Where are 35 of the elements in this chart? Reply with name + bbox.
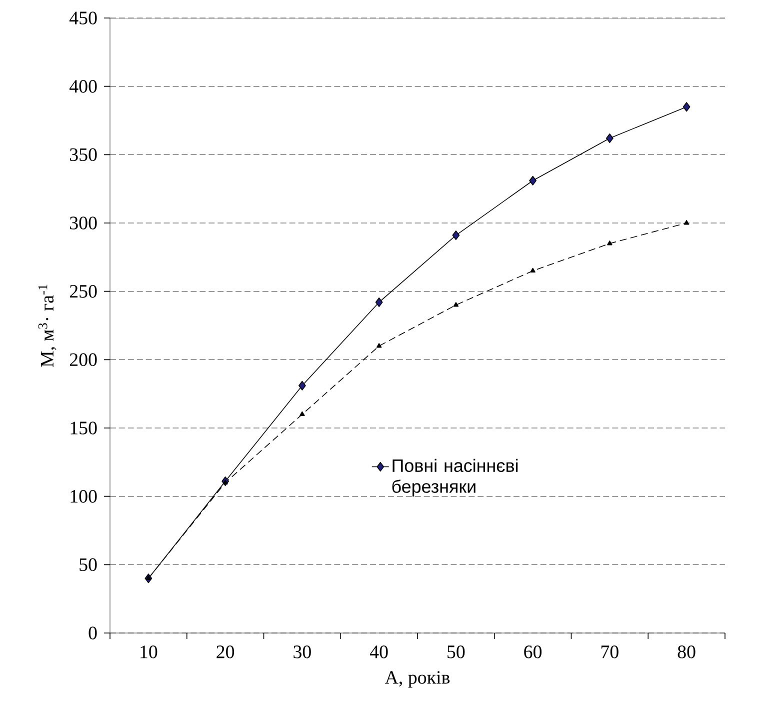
point bbox=[682, 102, 690, 112]
point bbox=[453, 302, 459, 307]
point bbox=[529, 176, 536, 186]
y-tick-label: 100 bbox=[70, 490, 97, 503]
point bbox=[530, 268, 536, 273]
y-tick-label: 300 bbox=[70, 216, 97, 230]
point bbox=[684, 220, 690, 225]
y-tick-label: 450 bbox=[69, 12, 97, 24]
point bbox=[606, 133, 614, 144]
y-axis-title: М, м$^{3}$· га$^{-1}$ bbox=[38, 284, 56, 368]
x-tick-label: 40 bbox=[370, 645, 388, 658]
point bbox=[222, 480, 228, 484]
x-tick-label: 30 bbox=[294, 645, 311, 658]
x-tick-label: 60 bbox=[524, 645, 542, 658]
point bbox=[607, 240, 612, 246]
y-tick-label: 250 bbox=[70, 284, 97, 298]
y-tick-label: 150 bbox=[70, 422, 97, 434]
x-axis-title: А, років bbox=[384, 671, 450, 688]
point bbox=[298, 380, 306, 390]
y-tick-label: 50 bbox=[80, 558, 97, 572]
x-tick-label: 70 bbox=[601, 645, 618, 658]
point bbox=[146, 575, 152, 580]
point bbox=[300, 411, 305, 416]
point bbox=[375, 297, 383, 308]
y-tick-label: 0 bbox=[88, 626, 97, 640]
y-tick-label: 400 bbox=[69, 80, 97, 93]
point bbox=[376, 343, 382, 348]
x-tick-label: 80 bbox=[678, 645, 696, 658]
y-tick-label: 350 bbox=[70, 148, 97, 162]
point bbox=[452, 230, 460, 240]
x-tick-label: 10 bbox=[140, 645, 158, 658]
x-tick-label: 20 bbox=[216, 645, 234, 658]
x-tick-label: 50 bbox=[448, 645, 465, 658]
legend-label: Повні насіннєві березняки bbox=[392, 458, 518, 496]
y-tick-label: 200 bbox=[70, 353, 97, 366]
